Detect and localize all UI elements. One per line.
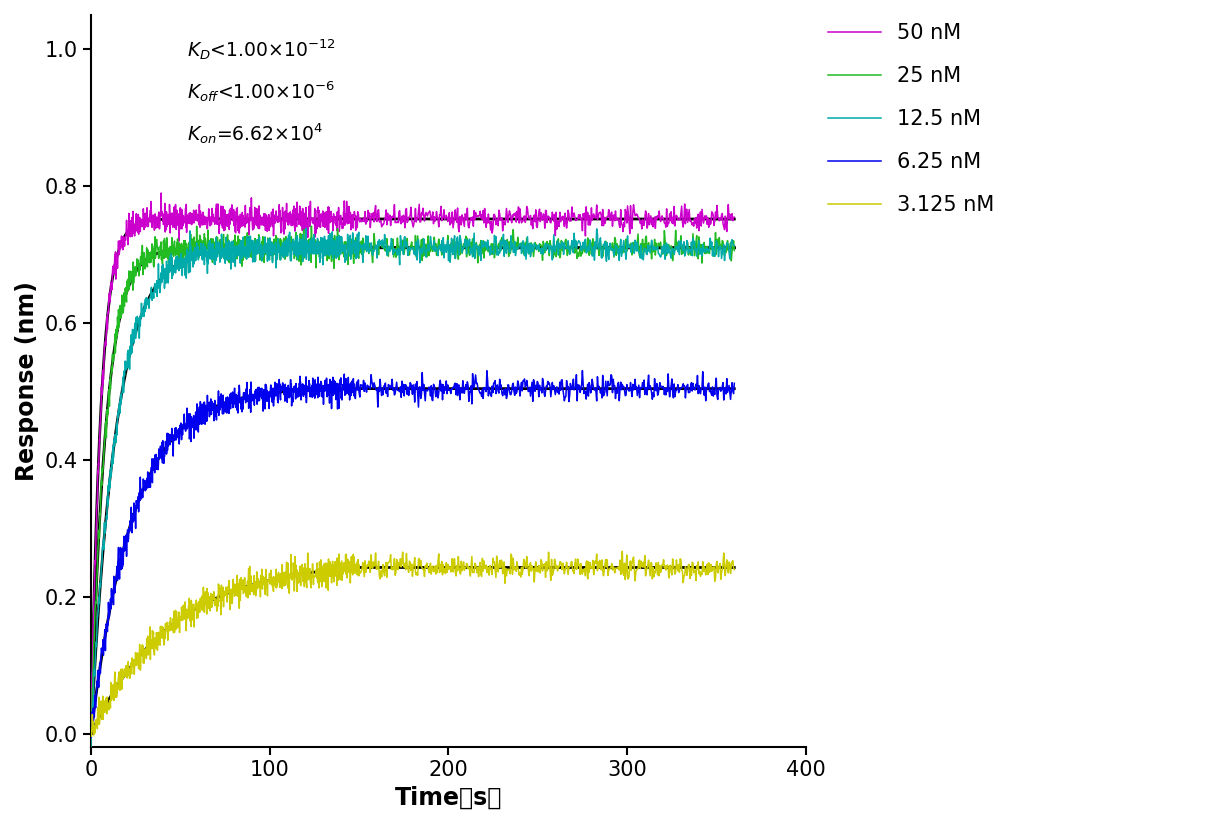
50 nM — [154, 188, 169, 198]
6.25 nM — [297, 380, 312, 390]
12.5 nM — [170, 257, 185, 267]
6.25 nM — [170, 427, 185, 437]
6.25 nM — [304, 380, 319, 390]
25 nM — [84, 733, 99, 743]
25 nM — [306, 243, 320, 253]
50 nM — [727, 212, 742, 222]
50 nM — [84, 725, 99, 735]
3.125 nM — [306, 559, 320, 569]
3.125 nM — [84, 731, 99, 741]
25 nM — [306, 238, 320, 248]
12.5 nM — [298, 224, 313, 233]
3.125 nM — [171, 615, 186, 625]
50 nM — [306, 218, 320, 228]
50 nM — [297, 225, 312, 235]
6.25 nM — [84, 733, 99, 742]
Text: $K_D$<1.00×10$^{-12}$
$K_{off}$<1.00×10$^{-6}$
$K_{on}$=6.62×10$^{4}$: $K_D$<1.00×10$^{-12}$ $K_{off}$<1.00×10$… — [187, 37, 336, 147]
12.5 nM — [211, 252, 225, 262]
Line: 12.5 nM: 12.5 nM — [91, 229, 734, 747]
Line: 50 nM: 50 nM — [91, 193, 734, 730]
Line: 3.125 nM: 3.125 nM — [91, 551, 734, 737]
3.125 nM — [615, 546, 630, 556]
50 nM — [171, 220, 186, 230]
12.5 nM — [306, 235, 320, 245]
50 nM — [455, 210, 469, 219]
Line: 25 nM: 25 nM — [91, 226, 734, 738]
Line: 6.25 nM: 6.25 nM — [91, 370, 734, 738]
Legend: 50 nM, 25 nM, 12.5 nM, 6.25 nM, 3.125 nM: 50 nM, 25 nM, 12.5 nM, 6.25 nM, 3.125 nM — [821, 15, 1003, 224]
3.125 nM — [211, 601, 225, 611]
3.125 nM — [84, 732, 99, 742]
6.25 nM — [211, 408, 225, 417]
3.125 nM — [455, 566, 469, 576]
3.125 nM — [306, 580, 320, 590]
12.5 nM — [727, 241, 742, 251]
6.25 nM — [306, 391, 320, 401]
6.25 nM — [453, 386, 468, 396]
25 nM — [211, 233, 225, 243]
Y-axis label: Response (nm): Response (nm) — [15, 281, 39, 481]
12.5 nM — [297, 252, 312, 262]
3.125 nM — [297, 572, 312, 582]
50 nM — [211, 199, 225, 209]
X-axis label: Time（s）: Time（s） — [394, 786, 503, 810]
6.25 nM — [727, 379, 742, 389]
12.5 nM — [84, 742, 99, 752]
12.5 nM — [306, 244, 320, 254]
3.125 nM — [727, 564, 742, 574]
50 nM — [306, 218, 320, 228]
12.5 nM — [455, 248, 469, 257]
25 nM — [304, 221, 319, 231]
25 nM — [297, 224, 312, 234]
25 nM — [170, 246, 185, 256]
6.25 nM — [575, 365, 590, 375]
25 nM — [455, 248, 469, 258]
25 nM — [727, 246, 742, 256]
